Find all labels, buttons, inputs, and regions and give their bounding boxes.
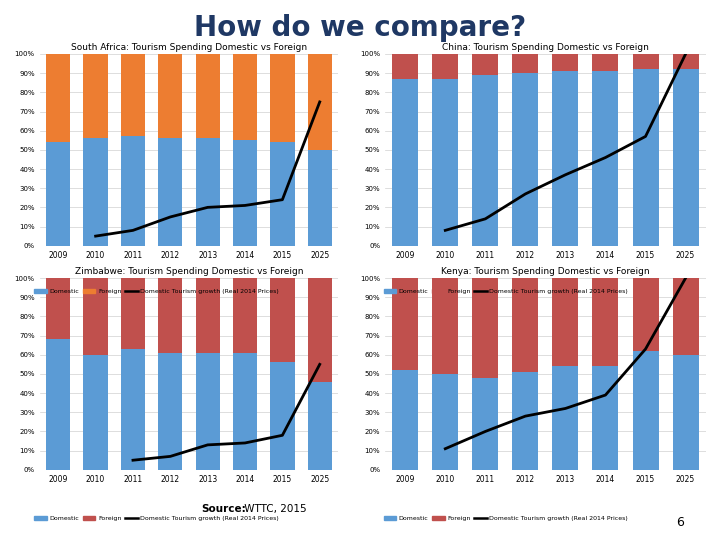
- Bar: [472, 278, 498, 378]
- Bar: [472, 75, 498, 246]
- Bar: [513, 73, 539, 246]
- Bar: [552, 278, 578, 366]
- Bar: [432, 79, 459, 246]
- Bar: [158, 54, 182, 138]
- Bar: [307, 382, 332, 470]
- Bar: [233, 140, 257, 246]
- Bar: [196, 353, 220, 470]
- Bar: [196, 138, 220, 246]
- Bar: [672, 69, 698, 246]
- Bar: [121, 278, 145, 349]
- Bar: [432, 54, 459, 79]
- Bar: [158, 278, 182, 353]
- Bar: [552, 366, 578, 470]
- Bar: [46, 54, 71, 142]
- Bar: [121, 54, 145, 137]
- Bar: [46, 142, 71, 246]
- Title: China: Tourism Spending Domestic vs Foreign: China: Tourism Spending Domestic vs Fore…: [442, 43, 649, 52]
- Bar: [632, 54, 659, 69]
- Title: Kenya: Tourism Spending Domestic vs Foreign: Kenya: Tourism Spending Domestic vs Fore…: [441, 267, 649, 276]
- Text: 6: 6: [676, 516, 684, 529]
- Bar: [672, 54, 698, 69]
- Bar: [233, 278, 257, 353]
- Text: How do we compare?: How do we compare?: [194, 14, 526, 42]
- Bar: [270, 54, 294, 142]
- Bar: [158, 353, 182, 470]
- Text: WTTC, 2015: WTTC, 2015: [241, 504, 307, 514]
- Bar: [392, 79, 418, 246]
- Bar: [552, 54, 578, 71]
- Bar: [307, 150, 332, 246]
- Bar: [672, 278, 698, 355]
- Bar: [270, 142, 294, 246]
- Legend: Domestic, Foreign, Domestic Tourism growth (Real 2014 Prices): Domestic, Foreign, Domestic Tourism grow…: [381, 286, 631, 296]
- Bar: [84, 278, 108, 355]
- Bar: [392, 54, 418, 79]
- Bar: [632, 278, 659, 351]
- Bar: [270, 362, 294, 470]
- Bar: [513, 372, 539, 470]
- Bar: [593, 54, 618, 71]
- Bar: [432, 278, 459, 374]
- Bar: [632, 69, 659, 246]
- Title: Zimbabwe: Tourism Spending Domestic vs Foreign: Zimbabwe: Tourism Spending Domestic vs F…: [75, 267, 303, 276]
- Bar: [196, 278, 220, 353]
- Bar: [593, 278, 618, 366]
- Bar: [513, 278, 539, 372]
- Legend: Domestic, Foreign, Domestic Tourism growth (Real 2014 Prices): Domestic, Foreign, Domestic Tourism grow…: [381, 513, 631, 523]
- Bar: [472, 378, 498, 470]
- Bar: [307, 278, 332, 382]
- Bar: [270, 278, 294, 362]
- Bar: [632, 351, 659, 470]
- Bar: [84, 355, 108, 470]
- Legend: Domestic, Foreign, Domestic Tourism growth (Real 2014 Prices): Domestic, Foreign, Domestic Tourism grow…: [32, 286, 282, 296]
- Bar: [46, 340, 71, 470]
- Bar: [672, 355, 698, 470]
- Bar: [392, 370, 418, 470]
- Legend: Domestic, Foreign, Domestic Tourism growth (Real 2014 Prices): Domestic, Foreign, Domestic Tourism grow…: [32, 513, 282, 523]
- Bar: [552, 71, 578, 246]
- Bar: [472, 54, 498, 75]
- Bar: [158, 138, 182, 246]
- Bar: [432, 374, 459, 470]
- Bar: [121, 137, 145, 246]
- Bar: [233, 353, 257, 470]
- Bar: [233, 54, 257, 140]
- Text: Source:: Source:: [202, 504, 246, 514]
- Bar: [307, 54, 332, 150]
- Bar: [513, 54, 539, 73]
- Bar: [84, 54, 108, 138]
- Title: South Africa: Tourism Spending Domestic vs Foreign: South Africa: Tourism Spending Domestic …: [71, 43, 307, 52]
- Bar: [392, 278, 418, 370]
- Bar: [84, 138, 108, 246]
- Bar: [196, 54, 220, 138]
- Bar: [121, 349, 145, 470]
- Bar: [593, 366, 618, 470]
- Bar: [46, 278, 71, 340]
- Bar: [593, 71, 618, 246]
